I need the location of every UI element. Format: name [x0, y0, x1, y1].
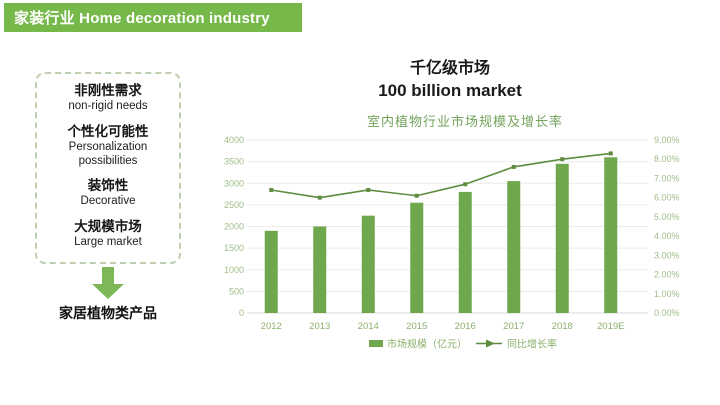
- growth-marker-2013: [317, 195, 322, 200]
- bar-2017: [507, 181, 521, 313]
- right-axis-tick: 6.00%: [654, 193, 680, 203]
- bar-2012: [264, 230, 278, 313]
- bar-2018: [555, 163, 569, 313]
- growth-marker-2017: [511, 164, 516, 169]
- factor-item-non-rigid-needs: 非刚性需求 non-rigid needs: [39, 83, 177, 114]
- growth-marker-2012: [269, 187, 274, 192]
- section-title-zh: 千亿级市场: [409, 60, 490, 77]
- chart-title: 室内植物行业市场规模及增长率: [367, 114, 564, 129]
- right-axis-tick: 2.00%: [654, 270, 680, 280]
- factor-en: Decorative: [80, 195, 136, 208]
- factor-item-large-market: 大规模市场 Large market: [39, 219, 177, 250]
- right-axis-tick: 9.00%: [654, 135, 680, 145]
- right-axis-tick: 5.00%: [654, 212, 680, 222]
- market-size-growth-chart: 0 500 1000 1500 2000 2500 3000 3500 4000 0.00% 1.0…: [224, 135, 680, 351]
- bar-2019E: [604, 157, 618, 313]
- factor-zh: 非刚性需求: [74, 83, 142, 98]
- x-axis-label: 2012: [261, 321, 282, 332]
- legend-bar-swatch: [369, 340, 383, 347]
- right-axis-tick: 8.00%: [654, 154, 680, 164]
- factor-zh: 装饰性: [87, 178, 129, 194]
- factor-en: Personalization possibilities: [68, 140, 148, 167]
- growth-marker-2019E: [608, 151, 613, 156]
- down-arrow-head: [92, 284, 124, 299]
- legend-line-label: 同比增长率: [507, 338, 557, 351]
- legend-line-marker: [486, 339, 495, 348]
- bar-2013: [313, 226, 327, 313]
- header-title: 家装行业 Home decoration industry: [14, 10, 270, 27]
- x-axis-label: 2019E: [597, 321, 624, 332]
- x-axis-label: 2016: [455, 321, 476, 332]
- left-axis-tick: 1500: [224, 243, 244, 253]
- left-axis-tick: 2500: [224, 200, 244, 210]
- left-axis-tick: 4000: [224, 135, 244, 145]
- header-banner: 家装行业 Home decoration industry: [4, 3, 302, 32]
- growth-marker-2016: [463, 182, 468, 187]
- x-axis-label: 2015: [406, 321, 427, 332]
- factor-zh: 大规模市场: [74, 219, 142, 235]
- left-axis-tick: 1000: [224, 265, 244, 275]
- right-axis-tick: 1.00%: [654, 289, 680, 299]
- x-axis-label: 2018: [552, 321, 573, 332]
- left-axis-tick: 500: [229, 286, 244, 296]
- section-title-en: 100 billion market: [378, 80, 522, 100]
- left-axis-tick: 3000: [224, 178, 244, 188]
- growth-marker-2018: [560, 157, 565, 162]
- bar-2016: [458, 191, 472, 313]
- factor-item-decorative: 装饰性 Decorative: [39, 178, 177, 209]
- legend-bar-label: 市场规模（亿元）: [387, 338, 467, 351]
- conclusion-text: 家居植物类产品: [59, 305, 157, 321]
- x-axis-label: 2014: [358, 321, 379, 332]
- x-axis-label: 2013: [309, 321, 330, 332]
- right-axis-tick: 0.00%: [654, 308, 680, 318]
- factors-box: 非刚性需求 non-rigid needs 个性化可能性 Personaliza…: [35, 72, 181, 264]
- down-arrow-icon: [92, 267, 124, 300]
- left-axis-tick: 0: [239, 308, 244, 318]
- growth-marker-2014: [366, 187, 371, 192]
- left-axis-tick: 2000: [224, 222, 244, 232]
- section-title: 千亿级市场 100 billion market: [250, 59, 650, 101]
- growth-line: [271, 152, 611, 199]
- down-arrow-stem: [102, 267, 114, 284]
- right-axis-tick: 4.00%: [654, 231, 680, 241]
- factor-zh: 个性化可能性: [67, 123, 149, 139]
- right-axis-tick: 7.00%: [654, 173, 680, 183]
- right-axis-tick: 3.00%: [654, 250, 680, 260]
- factor-en: Large market: [74, 236, 142, 249]
- growth-marker-2015: [414, 193, 419, 198]
- x-axis-label: 2017: [503, 321, 524, 332]
- factor-en: non-rigid needs: [68, 99, 148, 112]
- bar-2014: [361, 215, 375, 313]
- factor-item-personalization: 个性化可能性 Personalization possibilities: [39, 124, 177, 168]
- bar-2015: [410, 202, 424, 313]
- left-axis-tick: 3500: [224, 157, 244, 167]
